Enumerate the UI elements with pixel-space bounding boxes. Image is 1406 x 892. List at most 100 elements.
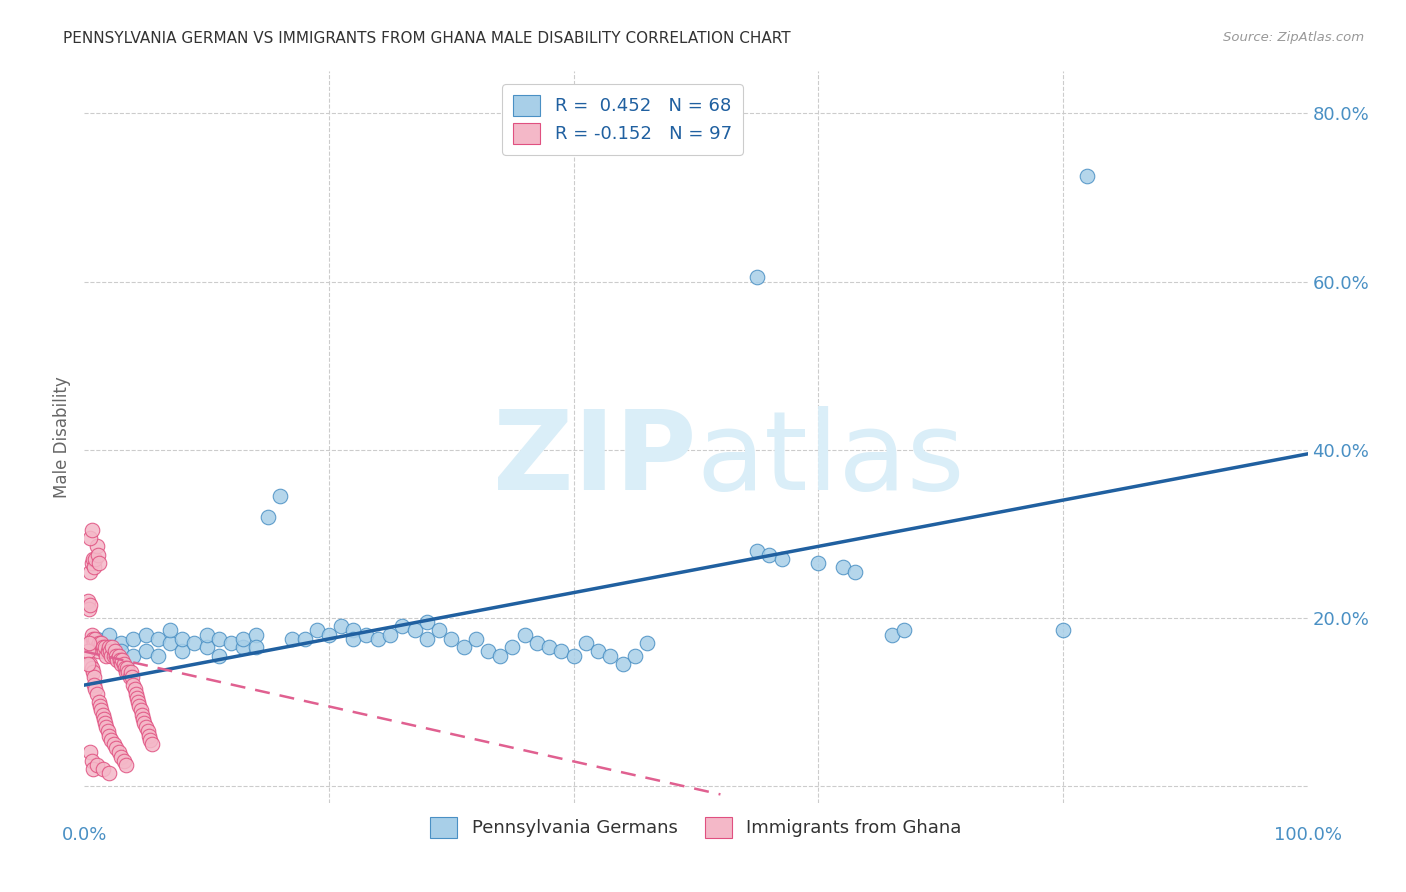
Point — [232, 640, 254, 655]
Point — [1076, 169, 1098, 184]
Point — [844, 565, 866, 579]
Point — [513, 627, 536, 641]
Point — [115, 665, 138, 680]
Point — [107, 648, 129, 663]
Point — [624, 648, 647, 663]
Point — [636, 636, 658, 650]
Point — [146, 648, 169, 663]
Point — [159, 624, 181, 638]
Point — [135, 720, 157, 734]
Point — [96, 648, 118, 663]
Point — [79, 745, 101, 759]
Point — [89, 699, 111, 714]
Point — [232, 632, 254, 646]
Point — [91, 762, 114, 776]
Point — [538, 640, 561, 655]
Point — [79, 657, 101, 671]
Point — [84, 632, 107, 646]
Point — [120, 665, 142, 680]
Point — [87, 636, 110, 650]
Text: PENNSYLVANIA GERMAN VS IMMIGRANTS FROM GHANA MALE DISABILITY CORRELATION CHART: PENNSYLVANIA GERMAN VS IMMIGRANTS FROM G… — [63, 31, 792, 46]
Point — [83, 670, 105, 684]
Point — [114, 661, 136, 675]
Point — [404, 624, 426, 638]
Point — [77, 657, 100, 671]
Point — [110, 657, 132, 671]
Point — [79, 599, 101, 613]
Point — [103, 648, 125, 663]
Point — [146, 632, 169, 646]
Point — [90, 636, 112, 650]
Point — [84, 682, 107, 697]
Point — [305, 624, 328, 638]
Point — [125, 686, 148, 700]
Point — [172, 644, 194, 658]
Point — [502, 640, 524, 655]
Point — [440, 632, 463, 646]
Point — [87, 695, 110, 709]
Point — [80, 556, 103, 570]
Point — [562, 648, 585, 663]
Point — [82, 552, 104, 566]
Point — [101, 640, 124, 655]
Point — [84, 552, 107, 566]
Point — [97, 644, 120, 658]
Point — [330, 619, 353, 633]
Point — [489, 648, 512, 663]
Point — [83, 636, 105, 650]
Legend: Pennsylvania Germans, Immigrants from Ghana: Pennsylvania Germans, Immigrants from Gh… — [423, 810, 969, 845]
Text: ZIP: ZIP — [492, 406, 696, 513]
Point — [115, 661, 138, 675]
Point — [91, 707, 114, 722]
Point — [342, 632, 364, 646]
Point — [83, 678, 105, 692]
Point — [89, 640, 111, 655]
Text: Source: ZipAtlas.com: Source: ZipAtlas.com — [1223, 31, 1364, 45]
Point — [77, 602, 100, 616]
Point — [100, 732, 122, 747]
Point — [97, 627, 120, 641]
Point — [269, 489, 291, 503]
Point — [427, 624, 450, 638]
Point — [141, 737, 163, 751]
Point — [77, 594, 100, 608]
Point — [104, 644, 127, 658]
Point — [111, 653, 134, 667]
Point — [195, 640, 218, 655]
Point — [183, 636, 205, 650]
Point — [129, 703, 152, 717]
Point — [110, 749, 132, 764]
Point — [80, 661, 103, 675]
Point — [79, 565, 101, 579]
Point — [100, 648, 122, 663]
Point — [90, 703, 112, 717]
Point — [139, 732, 162, 747]
Point — [245, 627, 267, 641]
Point — [124, 682, 146, 697]
Text: atlas: atlas — [696, 406, 965, 513]
Point — [294, 632, 316, 646]
Point — [93, 644, 115, 658]
Point — [195, 627, 218, 641]
Point — [464, 632, 486, 646]
Text: 100.0%: 100.0% — [1274, 826, 1341, 845]
Point — [80, 523, 103, 537]
Point — [208, 632, 231, 646]
Point — [110, 636, 132, 650]
Point — [121, 670, 143, 684]
Point — [87, 644, 110, 658]
Point — [136, 724, 159, 739]
Point — [80, 754, 103, 768]
Point — [103, 737, 125, 751]
Point — [550, 644, 572, 658]
Point — [94, 715, 117, 730]
Point — [132, 712, 155, 726]
Point — [77, 636, 100, 650]
Point — [108, 653, 131, 667]
Point — [97, 729, 120, 743]
Point — [87, 548, 110, 562]
Point — [86, 540, 108, 554]
Point — [118, 670, 141, 684]
Point — [91, 640, 114, 655]
Point — [83, 560, 105, 574]
